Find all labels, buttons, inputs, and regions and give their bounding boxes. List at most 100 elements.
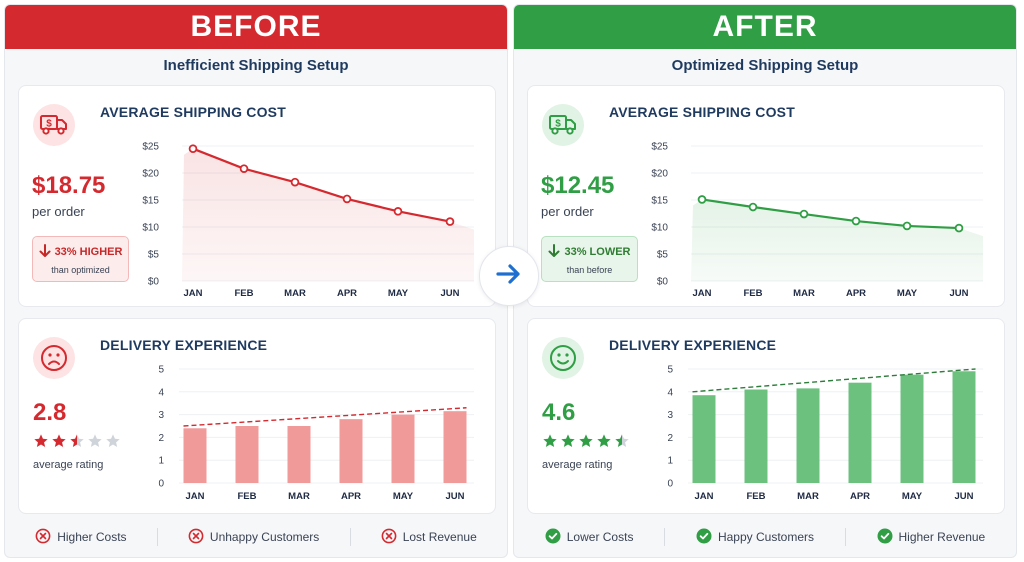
y-tick-label: 3 <box>667 410 673 421</box>
after-cost-chart: $0 $5 $10 $15 $20 $25 JAN FEB MAR APR MAY JUN <box>651 142 983 299</box>
badge-sub-text: than before <box>566 264 613 275</box>
x-tick-label: FEB <box>747 491 766 502</box>
bar <box>391 414 415 483</box>
bar <box>796 388 820 483</box>
x-circle-icon <box>35 528 51 547</box>
data-point <box>954 223 964 233</box>
y-tick-label: $10 <box>651 223 668 234</box>
before-banner: BEFORE <box>5 5 507 49</box>
series-line <box>192 147 451 223</box>
before-panel: BEFORE Inefficient Shipping Setup $ AVER… <box>4 4 508 558</box>
x-tick-label: FEB <box>238 491 257 502</box>
divider <box>156 528 158 546</box>
arrow-right-icon <box>495 263 523 290</box>
star-icon <box>34 434 48 447</box>
data-point <box>188 144 198 153</box>
x-tick-label: FEB <box>235 288 254 299</box>
after-star-rating <box>542 433 630 449</box>
data-point <box>697 195 707 204</box>
x-circle-icon <box>381 528 397 547</box>
badge-sub-text: than optimized <box>51 264 110 275</box>
x-tick-label: MAR <box>288 491 310 502</box>
compare-arrow <box>479 246 539 306</box>
x-tick-label: APR <box>846 288 866 299</box>
y-tick-label: 3 <box>158 410 164 421</box>
after-footer: Lower Costs Happy Customers Higher Reven… <box>514 522 1016 552</box>
badge-main-text: 33% HIGHER <box>54 246 123 258</box>
star-icon <box>106 434 120 447</box>
y-tick-label: $5 <box>657 250 669 261</box>
before-cost-chart: $0 $5 $10 $15 $20 $25 JAN FEB MAR APR MAY JUN <box>142 142 474 299</box>
data-point <box>748 202 758 212</box>
x-tick-label: MAR <box>284 288 306 299</box>
y-tick-label: 1 <box>158 456 164 467</box>
x-circle-icon <box>188 528 204 547</box>
footer-item: Lost Revenue <box>381 528 477 547</box>
star-icon <box>597 434 611 447</box>
x-tick-label: MAY <box>902 491 923 502</box>
x-tick-label: MAY <box>393 491 414 502</box>
x-tick-label: APR <box>337 288 357 299</box>
after-panel: AFTER Optimized Shipping Setup $ AVERAGE… <box>513 4 1017 558</box>
bar <box>952 371 976 483</box>
check-circle-icon <box>545 528 561 547</box>
x-tick-label: JUN <box>949 288 968 299</box>
bar <box>287 426 311 483</box>
trend-line <box>692 368 976 393</box>
footer-item: Unhappy Customers <box>188 528 319 547</box>
before-shipping-card: $ AVERAGE SHIPPING COST $18.75 per order… <box>18 85 496 307</box>
before-delivery-card: DELIVERY EXPERIENCE 2.8 average rating 0… <box>18 318 496 514</box>
footer-label: Happy Customers <box>717 530 814 544</box>
before-rating-chart: 0 1 2 3 4 5 JAN FEB MAR APR MAY JUN <box>158 365 474 502</box>
x-tick-label: MAR <box>793 288 815 299</box>
y-tick-label: 4 <box>667 387 673 398</box>
svg-text:$: $ <box>46 119 52 130</box>
before-rating-value: 2.8 <box>33 399 67 426</box>
after-rating-chart: 0 1 2 3 4 5 JAN FEB MAR APR MAY JUN <box>667 365 983 502</box>
after-shipping-card: $ AVERAGE SHIPPING COST $12.45 per order… <box>527 85 1005 307</box>
y-tick-label: 4 <box>158 387 164 398</box>
after-shipping-unit: per order <box>541 204 594 219</box>
y-tick-label: $10 <box>142 223 159 234</box>
y-tick-label: 0 <box>667 479 673 490</box>
data-point <box>445 217 455 226</box>
y-tick-label: $25 <box>142 142 159 153</box>
star-icon <box>615 434 629 447</box>
area-fill <box>691 199 983 281</box>
star-icon <box>52 434 66 447</box>
footer-label: Lost Revenue <box>402 530 477 544</box>
x-tick-label: JUN <box>445 491 464 502</box>
bar <box>744 389 768 483</box>
footer-item: Lower Costs <box>545 528 633 547</box>
footer-item: Happy Customers <box>696 528 814 547</box>
star-icon <box>70 434 84 447</box>
after-shipping-title: AVERAGE SHIPPING COST <box>609 104 795 120</box>
data-point <box>342 194 352 204</box>
before-rating-label: average rating <box>33 459 104 471</box>
star-icon <box>579 434 593 447</box>
y-tick-label: $15 <box>651 196 668 207</box>
bar <box>692 395 716 483</box>
bar <box>900 374 924 483</box>
data-point <box>799 209 809 219</box>
divider <box>349 528 351 546</box>
happy-face-icon <box>542 337 584 379</box>
after-rating-value: 4.6 <box>542 399 576 426</box>
y-tick-label: 2 <box>158 433 164 444</box>
divider <box>664 528 666 546</box>
series-line <box>701 198 960 230</box>
arrow-down-icon <box>39 243 51 261</box>
x-tick-label: MAY <box>388 288 409 299</box>
data-point <box>290 177 300 187</box>
truck-dollar-icon: $ <box>33 104 75 146</box>
bar <box>443 411 467 483</box>
data-point <box>902 221 912 231</box>
y-tick-label: 1 <box>667 456 673 467</box>
before-star-rating <box>33 433 121 449</box>
star-icon <box>88 434 102 447</box>
x-tick-label: APR <box>850 491 870 502</box>
x-tick-label: JAN <box>185 491 204 502</box>
y-tick-label: 2 <box>667 433 673 444</box>
after-subtitle: Optimized Shipping Setup <box>671 57 859 74</box>
arrow-down-icon <box>548 243 560 261</box>
